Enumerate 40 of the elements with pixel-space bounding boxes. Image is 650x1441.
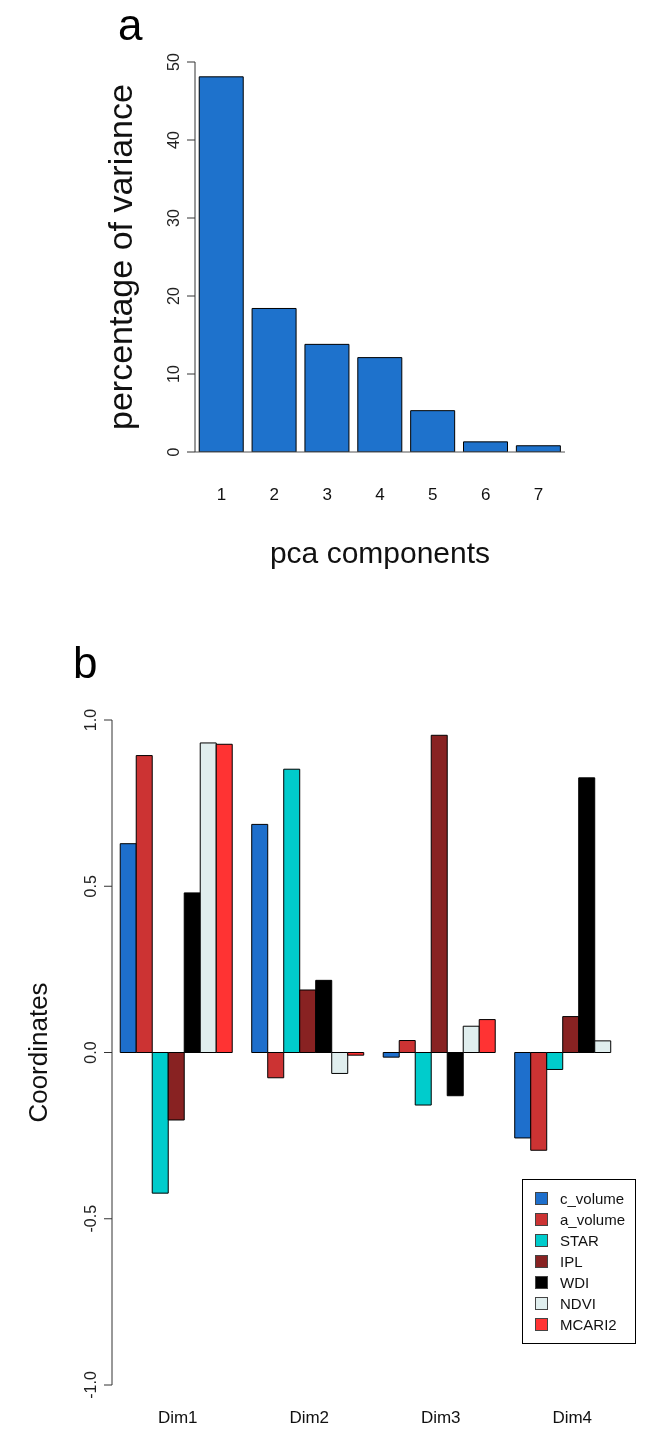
x-tick-label: Dim4 — [552, 1408, 593, 1428]
y-tick-label: 30 — [165, 209, 182, 227]
x-axis-title: pca components — [269, 536, 491, 569]
y-tick-label: 0 — [165, 447, 182, 457]
x-tick-label: 4 — [375, 485, 385, 505]
y-tick-label: 20 — [165, 287, 182, 305]
y-tick-label: 10 — [165, 365, 182, 383]
y-tick-label: 0.5 — [82, 875, 99, 898]
bar — [410, 410, 456, 452]
x-tick-label: 1 — [216, 485, 227, 505]
bar — [251, 307, 297, 452]
y-tick-label: 1.0 — [82, 708, 99, 732]
y-tick-label: -0.5 — [82, 1204, 99, 1233]
y-tick-label: 50 — [165, 53, 182, 71]
bar — [198, 76, 244, 452]
x-tick-label: Dim1 — [157, 1408, 198, 1428]
legend-label: c_volume — [560, 1189, 625, 1209]
legend-label: STAR — [560, 1231, 599, 1251]
x-tick-label: 7 — [533, 485, 544, 505]
y-axis-title: percentage of variance — [101, 84, 140, 430]
text: a — [118, 0, 143, 50]
text: b — [73, 638, 98, 688]
legend-label: MCARI2 — [560, 1315, 617, 1335]
bar — [304, 343, 350, 452]
x-tick-label: 3 — [322, 485, 332, 505]
bar — [357, 357, 403, 452]
x-tick-label: 5 — [428, 485, 438, 505]
y-axis-title: Coordinates — [23, 982, 54, 1123]
legend-label: IPL — [560, 1252, 583, 1272]
legend-label: a_volume — [560, 1210, 626, 1230]
y-tick-label: -1.0 — [82, 1371, 99, 1399]
x-tick-label: Dim2 — [289, 1408, 330, 1428]
y-tick-label: 40 — [165, 131, 182, 149]
y-tick-label: 0.0 — [82, 1041, 99, 1064]
legend-label: WDI — [560, 1273, 590, 1293]
x-tick-label: 6 — [480, 485, 491, 505]
x-tick-label: Dim3 — [420, 1408, 461, 1428]
x-tick-label: 2 — [269, 485, 280, 505]
bar — [463, 441, 509, 452]
legend-label: NDVI — [560, 1294, 596, 1314]
